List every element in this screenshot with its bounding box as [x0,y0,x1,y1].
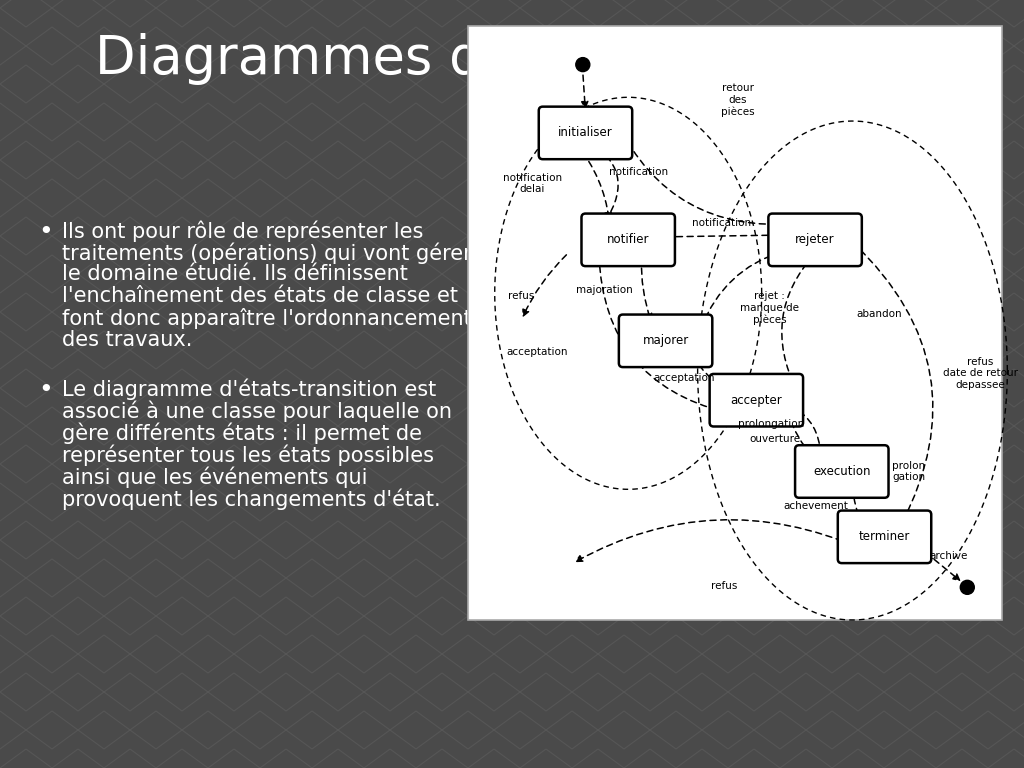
FancyBboxPatch shape [539,107,632,159]
Text: Ils ont pour rôle de représenter les: Ils ont pour rôle de représenter les [62,220,423,241]
Text: accepter: accepter [730,394,782,407]
Text: archive: archive [930,551,968,561]
Circle shape [961,581,974,594]
FancyBboxPatch shape [795,445,889,498]
Text: gère différents états : il permet de: gère différents états : il permet de [62,422,422,443]
Text: Diagrammes d'états-transitions: Diagrammes d'états-transitions [95,31,929,84]
Text: terminer: terminer [859,531,910,543]
Text: notification
delai: notification delai [503,173,561,194]
Text: représenter tous les états possibles: représenter tous les états possibles [62,444,434,465]
FancyBboxPatch shape [582,214,675,266]
FancyBboxPatch shape [618,315,713,367]
Text: des travaux.: des travaux. [62,330,193,350]
Text: le domaine étudié. Ils définissent: le domaine étudié. Ils définissent [62,264,408,284]
Text: font donc apparaître l'ordonnancement: font donc apparaître l'ordonnancement [62,308,472,329]
Text: Le diagramme d'états-transition est: Le diagramme d'états-transition est [62,378,436,399]
Text: notification: notification [609,167,669,177]
Text: notifier: notifier [607,233,649,247]
Text: ouverture: ouverture [750,434,801,444]
Text: achevement: achevement [783,501,849,511]
Text: execution: execution [813,465,870,478]
Text: notification: notification [692,218,752,228]
Text: prolongation: prolongation [738,419,805,429]
Text: majoration: majoration [575,286,633,296]
Text: refus
date de retour
depassee: refus date de retour depassee [943,357,1018,390]
Circle shape [575,58,590,71]
Text: majorer: majorer [642,334,689,347]
FancyBboxPatch shape [838,511,931,563]
Text: •: • [38,378,53,402]
Text: associé à une classe pour laquelle on: associé à une classe pour laquelle on [62,400,452,422]
Text: •: • [38,220,53,244]
Text: provoquent les changements d'état.: provoquent les changements d'état. [62,488,440,509]
FancyBboxPatch shape [468,26,1002,620]
Text: rejet :
manque de
pièces: rejet : manque de pièces [740,291,799,325]
Text: ainsi que les événements qui: ainsi que les événements qui [62,466,368,488]
FancyBboxPatch shape [768,214,862,266]
Text: rejeter: rejeter [796,233,835,247]
Text: l'enchaînement des états de classe et: l'enchaînement des états de classe et [62,286,458,306]
Text: acceptation: acceptation [653,372,715,382]
Text: prolon
gation: prolon gation [892,461,925,482]
Text: abandon: abandon [856,309,902,319]
Text: traitements (opérations) qui vont gérer: traitements (opérations) qui vont gérer [62,242,472,263]
Text: refus: refus [711,581,737,591]
Text: retour
des
pièces: retour des pièces [721,84,755,118]
Text: acceptation: acceptation [507,346,568,356]
FancyBboxPatch shape [710,374,803,426]
Text: refus: refus [508,291,535,301]
Text: initialiser: initialiser [558,127,612,140]
